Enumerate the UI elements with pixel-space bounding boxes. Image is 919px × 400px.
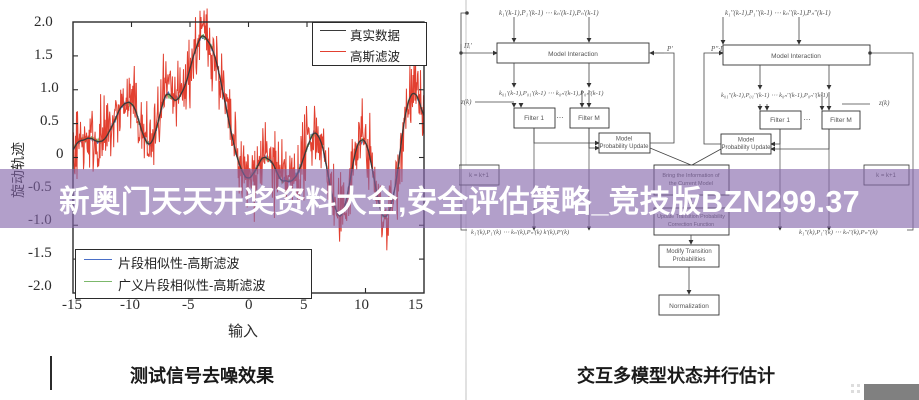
- svg-text:z(k): z(k): [460, 98, 472, 106]
- svg-text:Probability Update: Probability Update: [599, 144, 649, 150]
- svg-text:Probability Update: Probability Update: [721, 145, 771, 151]
- svg-text:k₁'(k-1),P₁'(k-1) ⋯ kₙ'(k-1): k₁'(k-1),P₁'(k-1) ⋯ kₙ'(k-1),Pₙ'(k-1): [499, 9, 599, 17]
- svg-text:k₀₁''(k-1),P₀₁''(k-1) ⋯ k₀ₙ': k₀₁''(k-1),P₀₁''(k-1) ⋯ k₀ₙ''(k-1),P₀ₙ''…: [721, 92, 828, 99]
- svg-text:Filter 1: Filter 1: [524, 115, 544, 122]
- svg-text:Model Interaction: Model Interaction: [548, 51, 598, 58]
- svg-text:Probabilities: Probabilities: [673, 257, 706, 263]
- svg-text:k₁''(k-1),P₁''(k-1) ⋯ kₙ''(k: k₁''(k-1),P₁''(k-1) ⋯ kₙ''(k-1),Pₙ''(k-1…: [725, 9, 831, 17]
- svg-text:⋯: ⋯: [804, 116, 811, 124]
- svg-text:Normalization: Normalization: [669, 303, 709, 310]
- svg-text:Πᵢ': Πᵢ': [463, 42, 472, 50]
- svg-text:P': P': [666, 45, 673, 53]
- svg-text:z(k): z(k): [878, 99, 890, 107]
- svg-text:k₀₁'(k-1),P₀₁'(k-1) ⋯ k₀ₙ'(k: k₀₁'(k-1),P₀₁'(k-1) ⋯ k₀ₙ'(k-1),P₀ₙ'(k-1…: [499, 90, 604, 97]
- svg-text:⋯: ⋯: [557, 114, 564, 122]
- svg-text:k₁''(k),P₁''(k) ⋯ kₙ''(k),Pₙ: k₁''(k),P₁''(k) ⋯ kₙ''(k),Pₙ''(k): [799, 229, 878, 236]
- svg-text:k₁'(k),P₁'(k) ⋯ kₙ'(k),Pₙ'(k: k₁'(k),P₁'(k) ⋯ kₙ'(k),Pₙ'(k) k'(k),P'(k…: [471, 229, 569, 236]
- svg-text:Filter M: Filter M: [830, 117, 852, 124]
- svg-text:Modify Transition: Modify Transition: [666, 249, 711, 255]
- svg-text:Filter 1: Filter 1: [770, 117, 790, 124]
- svg-text:Filter M: Filter M: [578, 115, 600, 122]
- svg-text:Model Interaction: Model Interaction: [771, 53, 821, 60]
- svg-text:Model: Model: [616, 137, 632, 143]
- svg-text:Model: Model: [738, 138, 754, 144]
